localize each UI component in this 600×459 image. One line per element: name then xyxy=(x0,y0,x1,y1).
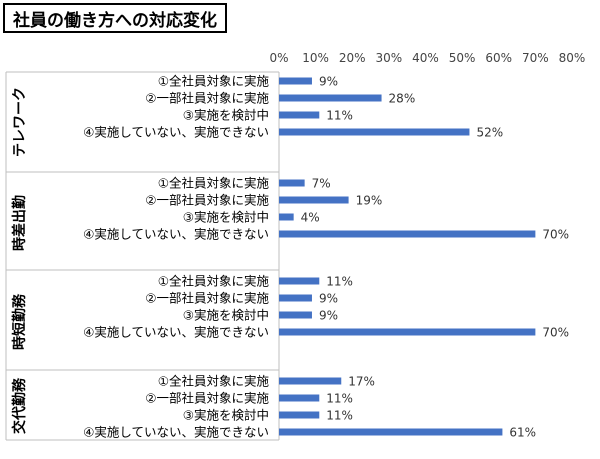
category-label: ④実施していない、実施できない xyxy=(83,325,269,340)
bar xyxy=(279,230,536,238)
bar xyxy=(279,428,503,436)
x-tick-label: 70% xyxy=(522,51,549,65)
bar xyxy=(279,328,536,336)
category-label: ①全社員対象に実施 xyxy=(158,74,270,89)
data-label: 9% xyxy=(319,75,338,89)
bar xyxy=(279,213,294,221)
data-label: 19% xyxy=(356,194,383,208)
group-label: 交代勤務 xyxy=(11,377,28,434)
category-label: ③実施を検討中 xyxy=(183,408,269,423)
data-label: 17% xyxy=(348,375,375,389)
category-label: ③実施を検討中 xyxy=(183,108,269,123)
category-label: ③実施を検討中 xyxy=(183,308,269,323)
x-tick-label: 30% xyxy=(376,51,403,65)
data-label: 11% xyxy=(326,409,353,423)
data-label: 11% xyxy=(326,109,353,123)
x-tick-label: 40% xyxy=(412,51,439,65)
category-label: ④実施していない、実施できない xyxy=(83,425,269,440)
x-tick-label: 50% xyxy=(449,51,476,65)
bar xyxy=(279,94,382,102)
data-label: 52% xyxy=(476,126,503,140)
category-label: ①全社員対象に実施 xyxy=(158,274,270,289)
bar xyxy=(279,377,342,385)
x-tick-label: 80% xyxy=(559,51,586,65)
data-label: 7% xyxy=(312,177,331,191)
group-label: 時差出勤 xyxy=(11,195,28,251)
bar xyxy=(279,394,320,402)
bar xyxy=(279,311,312,319)
x-tick-label: 60% xyxy=(485,51,512,65)
x-tick-label: 0% xyxy=(269,51,288,65)
data-label: 9% xyxy=(319,292,338,306)
bar xyxy=(279,196,349,204)
x-tick-label: 10% xyxy=(302,51,329,65)
bar xyxy=(279,179,305,187)
category-label: ④実施していない、実施できない xyxy=(83,125,269,140)
category-label: ④実施していない、実施できない xyxy=(83,227,269,242)
category-label: ②一部社員対象に実施 xyxy=(145,391,269,406)
bar xyxy=(279,128,470,136)
data-label: 11% xyxy=(326,392,353,406)
bar xyxy=(279,411,320,419)
bar xyxy=(279,111,320,119)
data-label: 28% xyxy=(389,92,416,106)
group-label: 時短勤務 xyxy=(11,293,28,350)
bar xyxy=(279,277,320,285)
group-label: テレワーク xyxy=(12,87,28,157)
data-label: 61% xyxy=(509,426,536,440)
bar xyxy=(279,77,312,85)
chart-title: 社員の働き方への対応変化 xyxy=(3,3,227,33)
x-tick-label: 20% xyxy=(339,51,366,65)
data-label: 70% xyxy=(542,228,569,242)
category-label: ①全社員対象に実施 xyxy=(158,374,270,389)
data-label: 9% xyxy=(319,309,338,323)
bar xyxy=(279,294,312,302)
data-label: 4% xyxy=(301,211,320,225)
category-label: ②一部社員対象に実施 xyxy=(145,193,269,208)
category-label: ②一部社員対象に実施 xyxy=(145,91,269,106)
category-label: ②一部社員対象に実施 xyxy=(145,291,269,306)
category-label: ①全社員対象に実施 xyxy=(158,176,270,191)
category-label: ③実施を検討中 xyxy=(183,210,269,225)
data-label: 11% xyxy=(326,275,353,289)
data-label: 70% xyxy=(542,326,569,340)
